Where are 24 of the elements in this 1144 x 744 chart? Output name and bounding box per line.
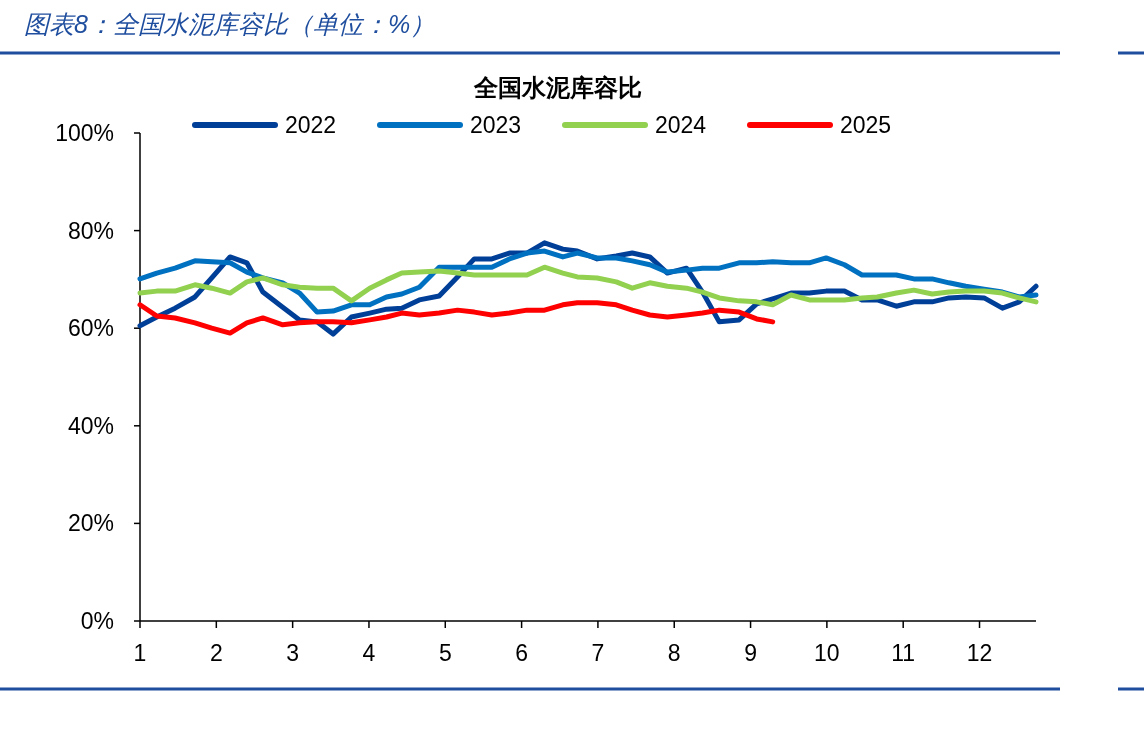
legend-label: 2024 — [655, 112, 707, 138]
y-tick-label: 0% — [80, 608, 114, 634]
x-tick-label: 3 — [286, 640, 300, 666]
x-tick-label: 6 — [515, 640, 528, 666]
y-tick-label: 60% — [67, 315, 114, 342]
chart-subtitle: 全国水泥库容比 — [473, 74, 642, 101]
x-tick-label: 2 — [209, 640, 223, 666]
x-tick-label: 8 — [667, 640, 681, 666]
x-tick-label: 4 — [362, 640, 376, 666]
chart-title: 图表8：全国水泥库容比（单位：%） — [24, 10, 436, 38]
x-tick-label: 1 — [133, 640, 147, 666]
y-tick-label: 80% — [67, 217, 114, 244]
x-tick-label: 9 — [744, 640, 757, 666]
x-tick-label: 5 — [438, 640, 452, 666]
legend-label: 2025 — [840, 112, 892, 138]
y-tick-label: 40% — [67, 412, 114, 439]
y-tick-label: 100% — [55, 120, 114, 146]
legend-label: 2023 — [470, 112, 522, 138]
x-tick-label: 11 — [891, 640, 916, 666]
legend-label: 2022 — [285, 112, 337, 138]
x-tick-label: 10 — [814, 640, 840, 666]
y-tick-label: 20% — [67, 510, 114, 537]
x-tick-label: 7 — [591, 640, 605, 666]
x-tick-label: 12 — [966, 640, 993, 666]
